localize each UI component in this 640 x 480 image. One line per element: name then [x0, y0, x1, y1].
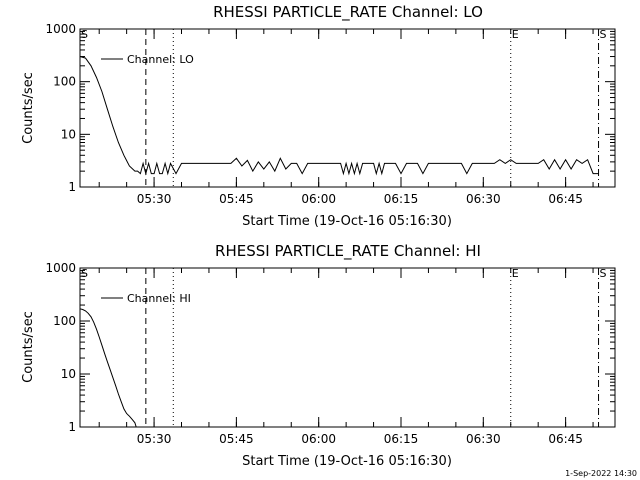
legend: Channel: LO: [101, 53, 194, 66]
legend: Channel: HI: [101, 292, 191, 305]
y-axis-label: Counts/sec: [21, 72, 36, 144]
marker-label: E: [512, 28, 519, 41]
x-axis-label: Start Time (19-Oct-16 05:16:30): [242, 214, 452, 229]
series-line: [79, 56, 599, 176]
legend-entry: Channel: HI: [127, 292, 191, 305]
x-tick-label: 05:45: [219, 192, 254, 206]
y-tick-label: 100: [53, 314, 76, 328]
y-tick-label: 1: [68, 420, 76, 434]
y-axis: 1 10 100 1000: [45, 22, 615, 194]
y-axis-label: Counts/sec: [21, 311, 36, 383]
x-tick-label: 05:30: [137, 432, 172, 446]
series-lines: [79, 56, 599, 176]
x-tick-label: 06:15: [384, 432, 419, 446]
x-tick-label: 05:30: [137, 192, 172, 206]
chart-title: RHESSI PARTICLE_RATE Channel: LO: [213, 3, 483, 22]
x-tick-label: 06:00: [301, 192, 336, 206]
series-lines: [79, 308, 137, 428]
x-axis-label: Start Time (19-Oct-16 05:16:30): [242, 454, 452, 469]
y-tick-label: 10: [61, 367, 76, 381]
marker-label: S: [600, 28, 607, 41]
x-tick-label: 06:45: [548, 192, 583, 206]
marker-label: E: [512, 267, 519, 280]
x-tick-label: 06:30: [466, 432, 501, 446]
chart-panel-lo: RHESSI PARTICLE_RATE Channel: LO SES 110…: [21, 3, 616, 229]
x-tick-label: 05:45: [219, 432, 254, 446]
x-tick-label: 06:30: [466, 192, 501, 206]
y-tick-label: 1000: [45, 261, 76, 275]
series-line: [79, 308, 137, 428]
y-tick-label: 1: [68, 180, 76, 194]
x-axis: 05:30 05:45 06:00 06:15 06:30 06:45: [98, 29, 594, 206]
y-axis: 1 10 100 1000: [45, 261, 615, 434]
generated-timestamp: 1-Sep-2022 14:30: [565, 469, 637, 478]
y-tick-label: 100: [53, 75, 76, 89]
x-tick-label: 06:45: [548, 432, 583, 446]
x-tick-label: 06:15: [384, 192, 419, 206]
legend-entry: Channel: LO: [127, 53, 194, 66]
x-axis: 05:30 05:45 06:00 06:15 06:30 06:45: [98, 268, 594, 446]
y-tick-label: 1000: [45, 22, 76, 36]
x-tick-label: 06:00: [301, 432, 336, 446]
marker-label: S: [600, 267, 607, 280]
plot-frame: [79, 28, 616, 188]
plot-frame: [79, 267, 616, 428]
y-tick-label: 10: [61, 127, 76, 141]
chart-title: RHESSI PARTICLE_RATE Channel: HI: [215, 242, 481, 261]
